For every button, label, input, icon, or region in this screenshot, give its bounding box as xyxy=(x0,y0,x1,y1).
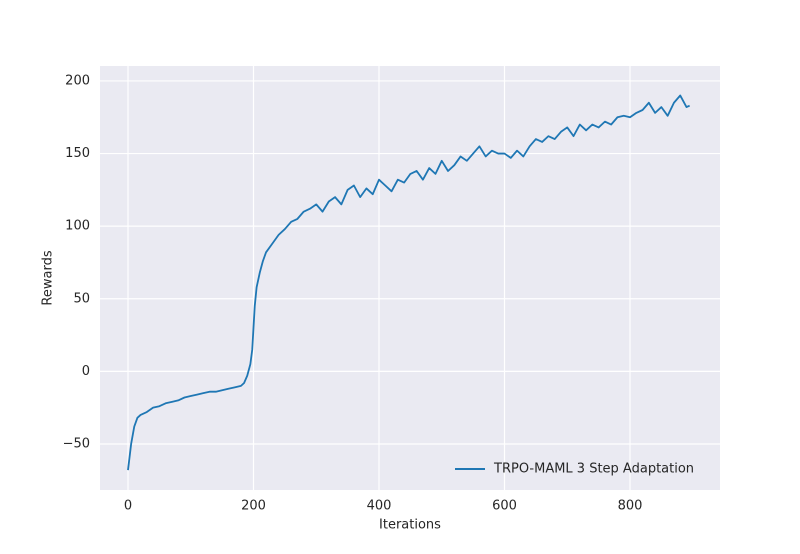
x-axis-label: Iterations xyxy=(379,518,441,533)
legend-label: TRPO-MAML 3 Step Adaptation xyxy=(493,462,694,477)
x-tick-label: 800 xyxy=(618,499,643,514)
x-tick-label: 600 xyxy=(492,499,517,514)
y-tick-label: 50 xyxy=(73,291,90,306)
x-tick-label: 200 xyxy=(241,499,266,514)
y-axis-label: Rewards xyxy=(41,250,56,305)
y-tick-label: 150 xyxy=(65,146,90,161)
plot-area xyxy=(100,66,720,490)
y-tick-label: 100 xyxy=(65,219,90,234)
x-tick-label: 400 xyxy=(367,499,392,514)
y-tick-label: −50 xyxy=(63,436,90,451)
y-tick-label: 0 xyxy=(82,364,90,379)
x-tick-label: 0 xyxy=(124,499,132,514)
y-tick-label: 200 xyxy=(65,73,90,88)
series-line xyxy=(127,94,691,471)
